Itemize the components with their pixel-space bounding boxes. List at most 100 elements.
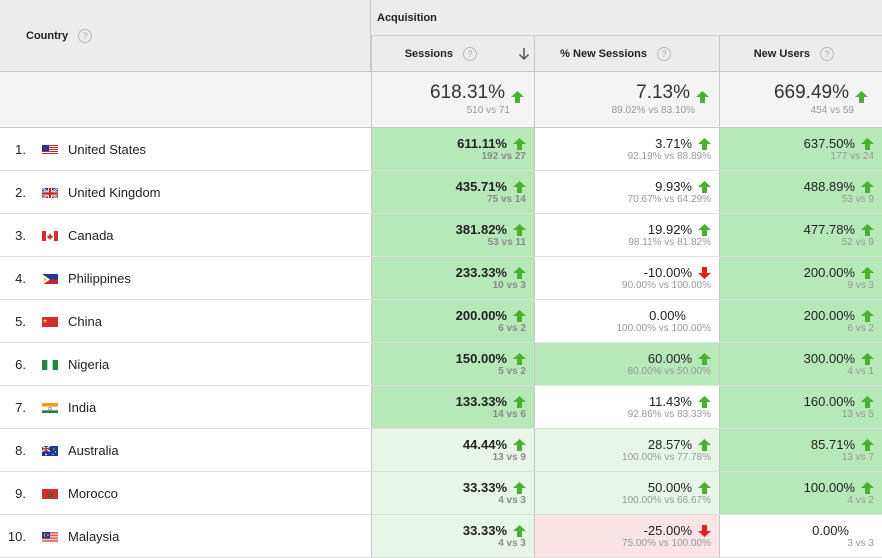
sessions-cell: 33.33% 4 vs 3 bbox=[371, 472, 535, 514]
table-row-10[interactable]: 10. Malaysia 33.33% 4 vs 3 -25.00% 75.00… bbox=[0, 515, 882, 558]
row-rank: 3. bbox=[15, 227, 26, 243]
help-icon[interactable]: ? bbox=[78, 28, 93, 43]
new-users-change-value: 200.00% bbox=[803, 265, 855, 280]
country-cell: 10. Malaysia bbox=[0, 515, 371, 557]
new-sessions-compare: 90.00% vs 100.00% bbox=[622, 280, 711, 291]
flag-cn-icon bbox=[42, 316, 58, 327]
flag-in-icon bbox=[42, 402, 58, 413]
total-sessions-cell: 618.31% 510 vs 71 bbox=[371, 72, 535, 127]
country-name-link[interactable]: India bbox=[68, 399, 97, 415]
sessions-cell: 150.00% 5 vs 2 bbox=[371, 343, 535, 385]
new-sessions-compare: 92.86% vs 83.33% bbox=[627, 409, 711, 420]
country-cell: 8. Australia bbox=[0, 429, 371, 471]
new-users-change-value: 160.00% bbox=[803, 394, 855, 409]
sessions-compare: 4 vs 3 bbox=[498, 538, 526, 549]
flag-us-icon bbox=[42, 144, 58, 155]
new-users-change-value: 300.00% bbox=[803, 351, 855, 366]
down-arrow-icon bbox=[698, 266, 711, 279]
new-users-cell: 477.78% 52 vs 9 bbox=[720, 214, 882, 256]
country-name-link[interactable]: Australia bbox=[68, 442, 119, 458]
table-row-6[interactable]: 6. Nigeria 150.00% 5 vs 2 60.00% 80.00% … bbox=[0, 343, 882, 386]
up-arrow-icon bbox=[698, 137, 711, 150]
new-sessions-column-header[interactable]: % New Sessions ? bbox=[535, 36, 720, 72]
new-users-column-header[interactable]: New Users ? bbox=[720, 36, 882, 72]
new-users-cell: 85.71% 13 vs 7 bbox=[720, 429, 882, 471]
acquisition-group-header: Acquisition bbox=[371, 0, 882, 36]
flag-gb-icon bbox=[42, 186, 58, 198]
table-row-3[interactable]: 3. Canada 381.82% 53 vs 11 19.92% 98.11%… bbox=[0, 214, 882, 257]
help-icon[interactable]: ? bbox=[820, 46, 834, 61]
help-icon[interactable]: ? bbox=[463, 46, 477, 61]
country-name-link[interactable]: Philippines bbox=[68, 270, 131, 286]
up-arrow-icon bbox=[696, 87, 709, 103]
country-name-link[interactable]: Malaysia bbox=[68, 528, 120, 544]
country-name-link[interactable]: United States bbox=[68, 141, 147, 157]
row-rank: 6. bbox=[15, 356, 26, 372]
sessions-cell: 200.00% 6 vs 2 bbox=[371, 300, 535, 342]
table-row-5[interactable]: 5. China 200.00% 6 vs 2 0.00% 100.00% vs… bbox=[0, 300, 882, 343]
flag-my-icon bbox=[42, 531, 58, 542]
country-name-link[interactable]: Canada bbox=[68, 227, 114, 243]
sessions-compare: 192 vs 27 bbox=[481, 151, 527, 162]
new-sessions-header-label: % New Sessions bbox=[560, 47, 647, 60]
sessions-cell: 611.11% 192 vs 27 bbox=[371, 128, 535, 170]
new-users-cell: 488.89% 53 vs 9 bbox=[720, 171, 882, 213]
table-row-1[interactable]: 1. United States 611.11% 192 vs 27 3.71%… bbox=[0, 128, 882, 171]
table-row-7[interactable]: 7. India 133.33% 14 vs 6 11.43% 92.86% v… bbox=[0, 386, 882, 429]
flag-ph-icon bbox=[42, 273, 58, 284]
country-cell: 7. India bbox=[0, 386, 371, 428]
new-sessions-change-value: -25.00% bbox=[643, 523, 692, 538]
total-new-sessions-cell: 7.13% 89.02% vs 83.10% bbox=[535, 72, 720, 127]
table-row-4[interactable]: 4. Philippines 233.33% 10 vs 3 -10.00% 9… bbox=[0, 257, 882, 300]
new-users-compare: 13 vs 5 bbox=[841, 409, 874, 420]
sessions-cell: 233.33% 10 vs 3 bbox=[371, 257, 535, 299]
table-row-9[interactable]: 9. Morocco 33.33% 4 vs 3 50.00% 100.00% … bbox=[0, 472, 882, 515]
country-column-header[interactable]: Country ? bbox=[0, 0, 371, 72]
up-arrow-icon bbox=[861, 395, 874, 408]
up-arrow-icon bbox=[861, 223, 874, 236]
help-icon[interactable]: ? bbox=[657, 46, 671, 61]
sessions-column-header[interactable]: Sessions ? bbox=[371, 36, 535, 72]
country-name-link[interactable]: China bbox=[68, 313, 102, 329]
new-users-cell: 100.00% 4 vs 2 bbox=[720, 472, 882, 514]
new-users-compare: 4 vs 1 bbox=[847, 366, 874, 377]
sort-descending-icon[interactable] bbox=[518, 47, 530, 61]
up-arrow-icon bbox=[513, 481, 526, 494]
new-sessions-cell: 3.71% 92.19% vs 88.89% bbox=[535, 128, 720, 170]
row-rank: 8. bbox=[15, 442, 26, 458]
flag-ca-icon bbox=[42, 230, 58, 241]
country-cell: 5. China bbox=[0, 300, 371, 342]
up-arrow-icon bbox=[861, 266, 874, 279]
new-users-compare: 13 vs 7 bbox=[841, 452, 874, 463]
new-users-change-value: 85.71% bbox=[810, 437, 855, 452]
new-sessions-compare: 70.67% vs 64.29% bbox=[627, 194, 711, 205]
new-sessions-compare: 100.00% vs 77.78% bbox=[622, 452, 711, 463]
up-arrow-icon bbox=[698, 481, 711, 494]
row-rank: 10. bbox=[7, 528, 26, 544]
new-sessions-change-value: 19.92% bbox=[647, 222, 692, 237]
sessions-change-value: 611.11% bbox=[457, 136, 507, 151]
table-row-8[interactable]: 8. Australia 44.44% 13 vs 9 28.57% 100.0… bbox=[0, 429, 882, 472]
sessions-header-label: Sessions bbox=[404, 47, 453, 60]
sessions-compare: 5 vs 2 bbox=[498, 366, 526, 377]
country-cell: 9. Morocco bbox=[0, 472, 371, 514]
totals-row: 618.31% 510 vs 71 7.13% 89.02% vs 83.10%… bbox=[0, 72, 882, 128]
country-name-link[interactable]: United Kingdom bbox=[68, 184, 161, 200]
table-row-2[interactable]: 2. United Kingdom 435.71% 75 vs 14 9.93%… bbox=[0, 171, 882, 214]
new-sessions-compare: 75.00% vs 100.00% bbox=[622, 538, 711, 549]
new-sessions-compare: 100.00% vs 66.67% bbox=[622, 495, 711, 506]
new-sessions-compare: 100.00% vs 100.00% bbox=[616, 323, 711, 334]
row-rank: 7. bbox=[15, 399, 26, 415]
country-name-link[interactable]: Morocco bbox=[68, 485, 118, 501]
sessions-compare: 10 vs 3 bbox=[492, 280, 526, 291]
sessions-compare: 75 vs 14 bbox=[487, 194, 526, 205]
new-sessions-compare: 80.00% vs 50.00% bbox=[627, 366, 711, 377]
new-users-compare: 3 vs 3 bbox=[847, 538, 874, 549]
new-sessions-cell: 28.57% 100.00% vs 77.78% bbox=[535, 429, 720, 471]
country-name-link[interactable]: Nigeria bbox=[68, 356, 110, 372]
sessions-change-value: 133.33% bbox=[455, 394, 507, 409]
up-arrow-icon bbox=[861, 438, 874, 451]
total-sessions-compare: 510 vs 71 bbox=[466, 105, 510, 116]
total-new-users-compare: 454 vs 59 bbox=[810, 105, 854, 116]
country-cell: 6. Nigeria bbox=[0, 343, 371, 385]
